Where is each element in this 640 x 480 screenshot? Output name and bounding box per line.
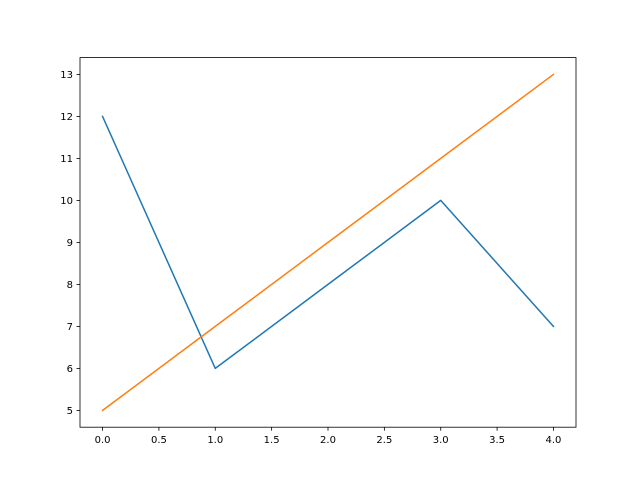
series-line-0 [101,115,555,370]
y-tick-label: 5 [67,406,73,417]
y-tick-label: 6 [67,364,73,375]
x-tick-label: 3.5 [489,435,505,446]
x-tick-label: 2.5 [376,435,392,446]
x-tick-label: 2.0 [320,435,336,446]
y-tick-label: 11 [60,154,73,165]
x-tick-label: 0.0 [95,435,111,446]
x-tick-label: 4.0 [546,435,562,446]
y-tick-label: 12 [60,112,73,123]
x-tick-label: 3.0 [433,435,449,446]
x-tick-label: 0.5 [151,435,167,446]
y-tick-label: 7 [67,322,73,333]
series-line-1 [101,73,555,412]
y-tick-label: 8 [67,280,73,291]
y-tick-label: 9 [67,238,73,249]
x-tick-label: 1.0 [207,435,223,446]
y-tick-label: 10 [60,196,73,207]
x-tick-label: 1.5 [264,435,280,446]
y-tick-label: 13 [60,70,73,81]
